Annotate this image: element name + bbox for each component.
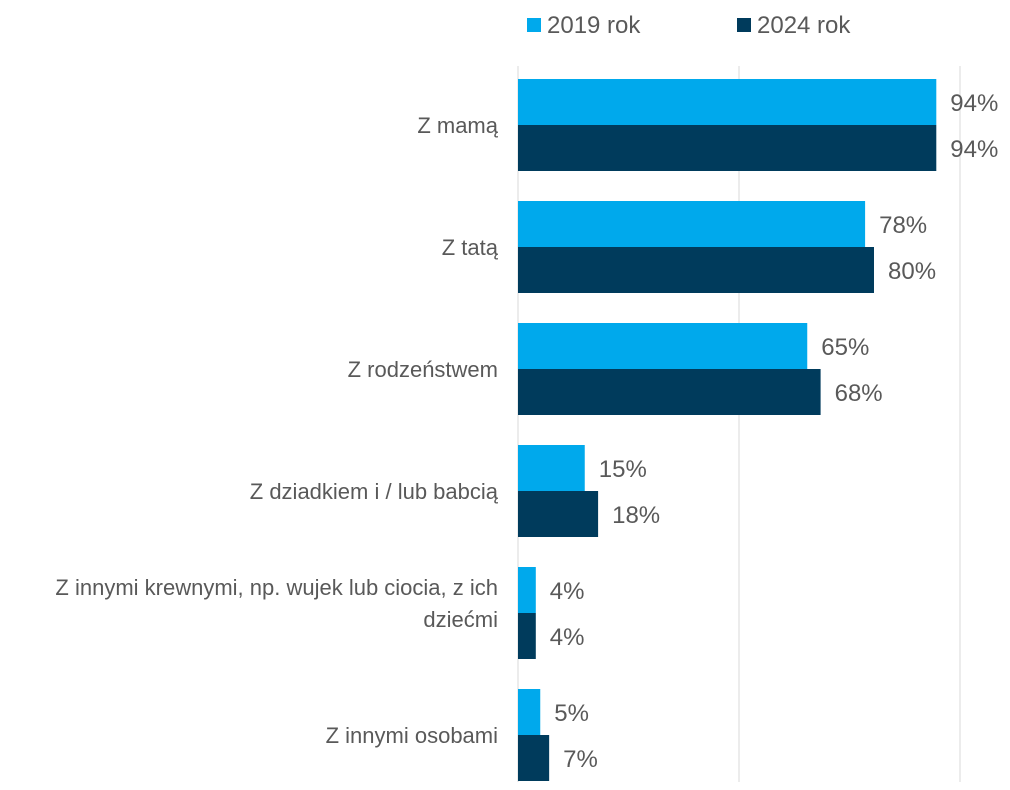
category-label: Z mamą — [417, 113, 498, 138]
legend: 2019 rok 2024 rok — [527, 12, 851, 39]
data-label: 18% — [612, 502, 660, 529]
category-label: Z innymi krewnymi, np. wujek lub ciocia,… — [55, 575, 498, 600]
bar-2024 — [518, 125, 937, 171]
bar-2019 — [518, 201, 866, 247]
bar-2019 — [518, 79, 937, 125]
data-label: 5% — [554, 700, 589, 727]
data-label: 65% — [821, 334, 869, 361]
data-label: 78% — [879, 212, 927, 239]
data-label: 4% — [550, 578, 585, 605]
data-label: 94% — [950, 90, 998, 117]
bars — [518, 79, 937, 781]
data-label: 15% — [599, 456, 647, 483]
legend-swatch — [737, 18, 751, 32]
bar-2019 — [518, 445, 585, 491]
data-label: 7% — [563, 746, 598, 773]
bar-2019 — [518, 689, 541, 735]
legend-label: 2024 rok — [757, 12, 851, 39]
data-label: 94% — [950, 136, 998, 163]
category-label: Z innymi osobami — [326, 723, 498, 748]
bar-2024 — [518, 613, 536, 659]
value-labels: 94% 94% 78% 80% 65% 68% 15% 18% 4% 4% 5% 7% — [550, 90, 999, 773]
data-label: 68% — [835, 380, 883, 407]
data-label: 4% — [550, 624, 585, 651]
category-label: Z tatą — [442, 235, 499, 260]
legend-label: 2019 rok — [547, 12, 641, 39]
bar-2024 — [518, 247, 874, 293]
bar-2019 — [518, 323, 808, 369]
legend-swatch — [527, 18, 541, 32]
bar-2024 — [518, 491, 599, 537]
bar-2019 — [518, 567, 536, 613]
data-label: 80% — [888, 258, 936, 285]
bar-2024 — [518, 735, 550, 781]
category-label: Z rodzeństwem — [348, 357, 498, 382]
category-labels: Z mamą Z tatą Z rodzeństwem Z dziadkiem i /… — [55, 113, 498, 748]
category-label: Z dziadkiem i / lub babcią — [250, 479, 499, 504]
bar-2024 — [518, 369, 821, 415]
gridlines — [517, 66, 961, 782]
category-label: dziećmi — [423, 607, 498, 632]
